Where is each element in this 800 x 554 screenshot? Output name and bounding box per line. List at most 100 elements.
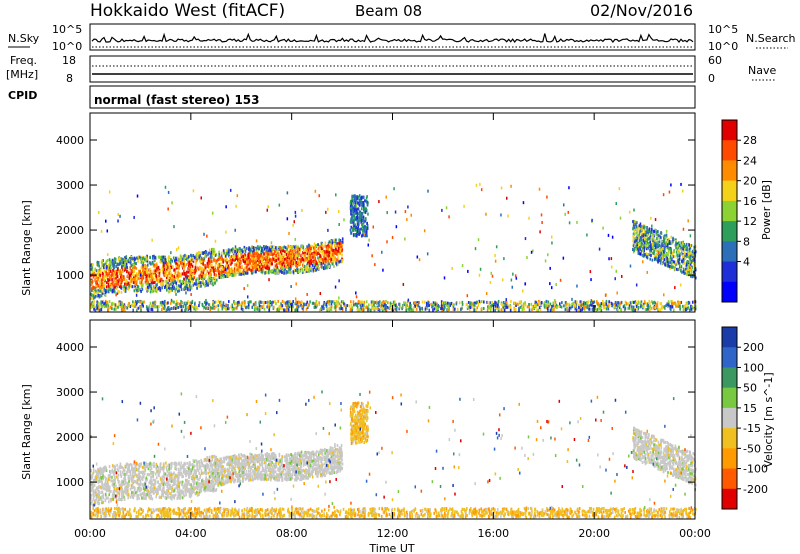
echo-cell (639, 247, 641, 251)
echo-cell (264, 271, 266, 275)
echo-cell (252, 268, 254, 272)
echo-cell (658, 236, 661, 240)
echo-cell (335, 299, 338, 303)
echo-cell (693, 251, 696, 255)
echo-cell (328, 240, 331, 244)
echo-cell (97, 278, 99, 282)
echo-cell (137, 255, 140, 259)
echo-cell (233, 300, 236, 304)
echo-cell (146, 263, 149, 267)
echo-cell (386, 301, 389, 305)
echo-cell (133, 285, 136, 289)
echo-cell (231, 269, 234, 273)
echo-cell (166, 308, 169, 312)
echo-cell (180, 288, 183, 292)
echo-cell (638, 239, 641, 243)
echo-cell (100, 279, 103, 283)
echo-cell (240, 307, 243, 311)
echo-cell (124, 282, 126, 286)
echo-cell (104, 264, 106, 268)
echo-cell (239, 261, 241, 265)
echo-cell (669, 304, 672, 308)
echo-cell (236, 301, 239, 305)
echo-cell (276, 261, 278, 265)
echo-cell (433, 307, 436, 311)
echo-cell (230, 305, 232, 309)
echo-cell (363, 203, 365, 207)
echo-cell (604, 305, 606, 309)
echo-cell (443, 301, 446, 305)
echo-cell (686, 248, 689, 252)
echo-cell (633, 300, 635, 304)
echo-cell (264, 256, 267, 260)
echo-cell (352, 223, 355, 227)
echo-cell (317, 251, 319, 255)
echo-cell (212, 282, 215, 286)
echo-cell (384, 303, 386, 307)
echo-cell (236, 268, 239, 272)
echo-cell (631, 300, 634, 304)
echo-cell (113, 275, 116, 279)
echo-cell (165, 284, 168, 288)
echo-cell (668, 301, 670, 305)
echo-cell (652, 237, 655, 241)
echo-cell (351, 226, 354, 230)
echo-cell (642, 238, 645, 242)
echo-cell (301, 270, 304, 274)
echo-cell (243, 245, 246, 249)
echo-cell (682, 308, 685, 312)
echo-cell (382, 308, 385, 312)
echo-cell (358, 222, 360, 226)
echo-cell (273, 252, 276, 256)
echo-cell (194, 304, 197, 308)
echo-cell (108, 287, 111, 291)
echo-cell (241, 257, 244, 261)
echo-cell (667, 263, 670, 267)
echo-cell (391, 303, 394, 307)
echo-cell (187, 281, 190, 285)
echo-cell (690, 253, 693, 257)
echo-cell (686, 302, 688, 306)
echo-cell (98, 305, 101, 309)
echo-region (349, 194, 369, 238)
echo-cell (109, 282, 111, 286)
echo-cell (131, 257, 134, 261)
echo-cell (294, 268, 297, 272)
echo-cell (292, 270, 295, 274)
echo-cell (277, 271, 280, 275)
echo-cell (443, 307, 446, 311)
echo-cell (166, 268, 168, 272)
echo-cell (616, 308, 619, 312)
echo-cell (684, 256, 687, 260)
echo-cell (303, 268, 306, 272)
echo-cell (466, 302, 469, 306)
echo-cell (233, 306, 236, 310)
echo-cell (280, 262, 283, 266)
echo-cell (258, 247, 260, 251)
echo-cell (210, 266, 213, 270)
echo-cell (360, 220, 363, 224)
echo-cell (135, 290, 138, 294)
echo-cell (103, 275, 106, 279)
echo-cell (188, 302, 191, 306)
echo-cell (181, 272, 184, 276)
echo-cell (317, 243, 319, 247)
echo-cell (677, 268, 679, 272)
echo-cell (685, 242, 688, 246)
echo-cell (408, 305, 410, 309)
echo-cell (255, 260, 257, 264)
echo-cell (159, 256, 161, 260)
echo-cell (427, 301, 430, 305)
echo-cell (225, 265, 228, 269)
echo-cell (329, 251, 332, 255)
echo-cell (132, 281, 135, 285)
echo-cell (270, 259, 273, 263)
echo-cell (189, 288, 191, 292)
echo-cell (421, 300, 424, 304)
echo-cell (292, 252, 295, 256)
echo-cell (183, 258, 185, 262)
echo-cell (294, 249, 296, 253)
echo-cell (676, 253, 679, 257)
echo-cell (222, 303, 225, 307)
echo-cell (322, 258, 324, 262)
